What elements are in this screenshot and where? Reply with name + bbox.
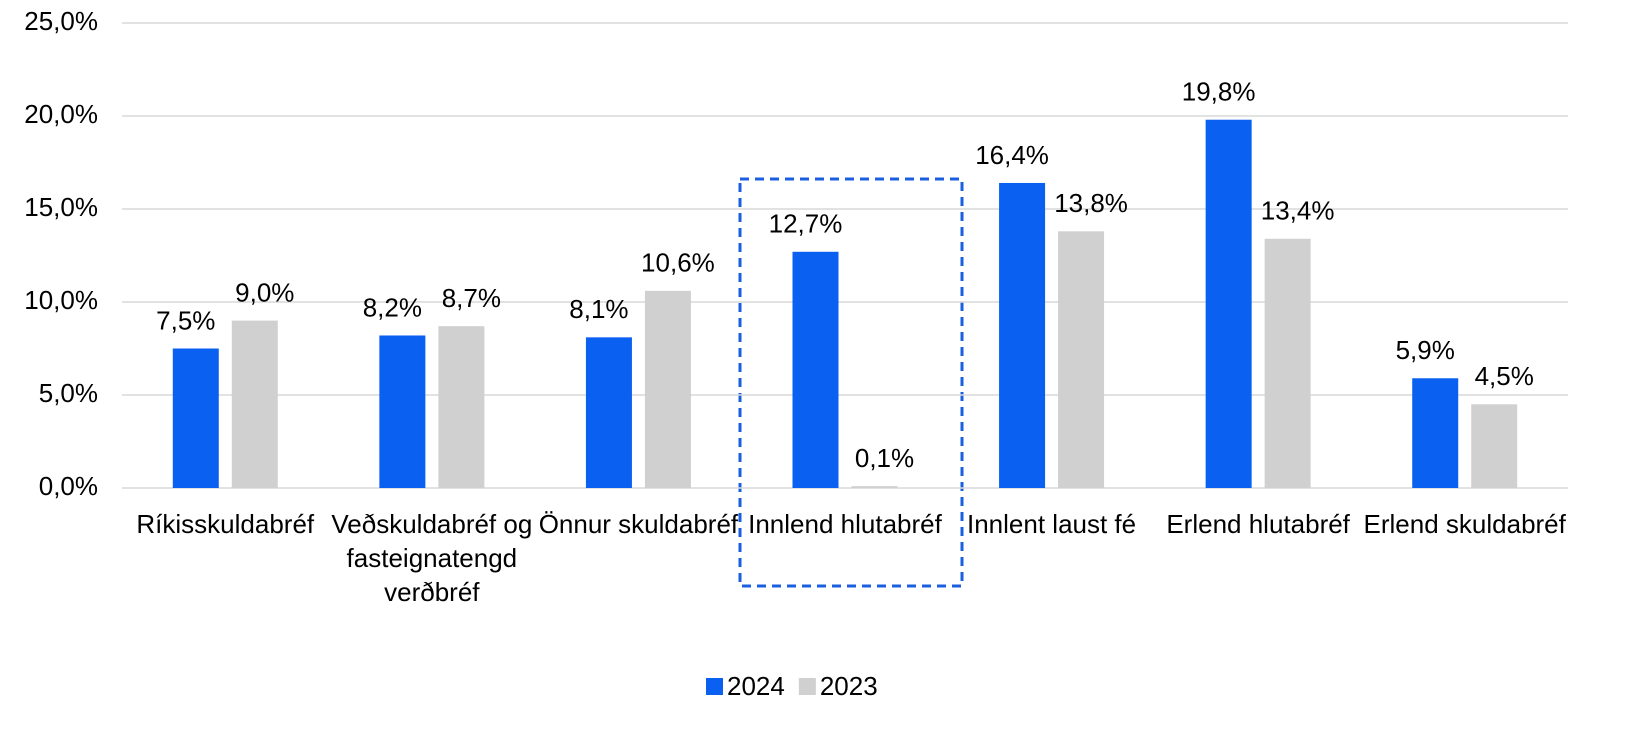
data-label: 8,2%	[363, 292, 422, 322]
y-tick-label: 5,0%	[39, 378, 98, 408]
bar	[438, 326, 485, 488]
bar	[172, 348, 219, 488]
x-tick-label: Erlend skuldabréf	[1363, 509, 1566, 539]
legend-label: 2023	[820, 671, 878, 701]
bar	[1412, 378, 1459, 488]
data-label: 10,6%	[641, 248, 715, 278]
bar	[1471, 404, 1518, 488]
data-label: 16,4%	[975, 140, 1049, 170]
data-label: 13,4%	[1261, 196, 1335, 226]
bar	[231, 320, 278, 488]
bar	[851, 486, 898, 488]
data-label: 8,1%	[569, 294, 628, 324]
bar	[379, 335, 426, 488]
x-tick-label: Veðskuldabréf og fasteignatengd verðbréf	[331, 509, 533, 607]
bar	[1058, 231, 1105, 488]
x-tick-label: Innlend hlutabréf	[748, 509, 942, 539]
data-label: 8,7%	[442, 283, 501, 313]
y-tick-label: 25,0%	[24, 6, 98, 36]
y-tick-label: 0,0%	[39, 471, 98, 501]
bar	[644, 290, 691, 488]
bar	[792, 251, 839, 488]
x-tick-label: Önnur skuldabréf	[538, 509, 739, 539]
x-tick-label: Erlend hlutabréf	[1166, 509, 1350, 539]
data-label: 13,8%	[1054, 188, 1128, 218]
data-label: 0,1%	[855, 443, 914, 473]
bar	[585, 337, 632, 488]
bar	[1264, 238, 1311, 488]
bar	[1205, 119, 1252, 488]
data-label: 9,0%	[235, 277, 294, 307]
y-tick-label: 20,0%	[24, 99, 98, 129]
x-tick-label: Innlent laust fé	[967, 509, 1137, 539]
y-tick-label: 15,0%	[24, 192, 98, 222]
legend-swatch	[798, 678, 816, 695]
highlight-box	[738, 177, 964, 588]
data-label: 12,7%	[769, 209, 843, 239]
data-label: 4,5%	[1475, 361, 1534, 391]
data-label: 5,9%	[1396, 335, 1455, 365]
y-tick-label: 10,0%	[24, 285, 98, 315]
data-label: 19,8%	[1182, 77, 1256, 107]
x-tick-label: Ríkisskuldabréf	[136, 509, 315, 539]
data-label: 7,5%	[156, 305, 215, 335]
bar	[999, 182, 1046, 488]
legend-label: 2024	[727, 671, 785, 701]
legend-swatch	[706, 678, 723, 695]
